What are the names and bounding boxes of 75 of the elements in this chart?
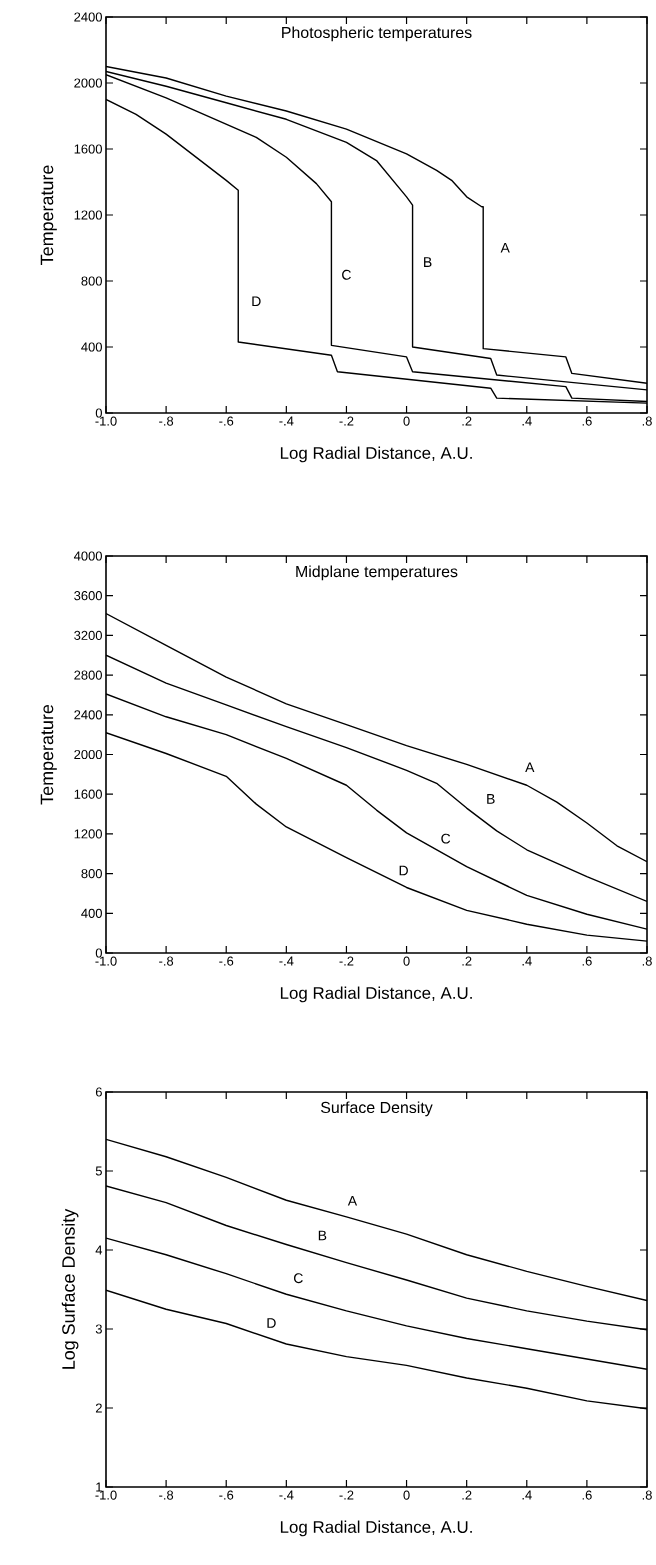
x-tick-label: .6: [582, 956, 592, 966]
y-tick-label: 0: [95, 408, 103, 418]
y-tick-label: 0: [95, 948, 103, 958]
y-axis-title: Log Surface Density: [61, 1208, 79, 1369]
series-label: B: [487, 794, 495, 804]
x-tick-label: -.6: [219, 416, 234, 426]
y-tick-label: 400: [81, 908, 103, 918]
y-tick-label: 1: [96, 1482, 102, 1492]
x-tick-label: -.6: [219, 1490, 234, 1500]
y-tick-label: 2400: [74, 710, 103, 720]
x-tick-label: .8: [642, 416, 652, 426]
x-tick-label: -.2: [339, 416, 354, 426]
series-label: C: [294, 1273, 303, 1284]
x-tick-label: -.6: [219, 956, 234, 966]
x-tick-label: .6: [582, 416, 592, 426]
x-tick-label: -.4: [279, 1490, 294, 1500]
y-tick-label: 1600: [74, 144, 103, 154]
x-tick-label: .2: [462, 956, 472, 966]
series-label: A: [500, 242, 510, 253]
x-tick-label: .2: [462, 416, 472, 426]
y-tick-label: 1200: [74, 829, 103, 839]
text: Surface Density: [321, 1101, 433, 1117]
y-tick-label: 3: [95, 1324, 103, 1334]
x-tick-label: .8: [642, 956, 652, 966]
x-tick-label: 0: [403, 1490, 410, 1500]
y-tick-label: 2400: [74, 12, 103, 22]
y-tick-label: 6: [96, 1087, 103, 1097]
x-tick-label: -.8: [159, 416, 174, 426]
x-tick-label: .4: [522, 416, 532, 426]
series-label: D: [399, 865, 409, 876]
y-tick-label: 4000: [74, 551, 103, 561]
x-axis-title: Log Radial Distance, A.U.: [281, 986, 473, 1003]
y-tick-label: 3600: [74, 591, 103, 601]
x-tick-label: .2: [462, 1490, 472, 1500]
x-tick-label: -.8: [159, 1490, 174, 1500]
y-axis-title: Temperature: [40, 704, 57, 805]
x-axis-title: Log Radial Distance, A.U.: [281, 446, 473, 463]
series-label: D: [252, 296, 261, 307]
x-tick-label: -.4: [279, 416, 294, 426]
x-tick-label: -1.0: [95, 416, 117, 426]
x-tick-label: .8: [642, 1490, 652, 1500]
y-tick-label: 5: [95, 1166, 103, 1176]
y-tick-label: 3200: [74, 630, 103, 640]
x-tick-label: .4: [522, 956, 532, 966]
y-tick-label: 2800: [74, 670, 103, 680]
series-label: B: [424, 257, 432, 267]
x-tick-label: -1.0: [95, 1490, 117, 1500]
x-tick-label: -1.0: [95, 956, 117, 966]
y-tick-label: 2000: [74, 78, 103, 88]
x-tick-label: -.8: [159, 956, 174, 966]
series-label: B: [318, 1230, 327, 1241]
x-axis-title: Log Radial Distance, A.U.: [281, 1520, 473, 1537]
series-label: A: [525, 762, 535, 773]
series-label: C: [342, 269, 352, 280]
series-label: C: [441, 833, 451, 844]
text: Midplane temperatures: [296, 565, 458, 581]
y-tick-label: 4: [95, 1245, 103, 1255]
x-tick-label: -.2: [339, 956, 354, 966]
x-tick-label: 0: [403, 416, 410, 426]
series-label: A: [347, 1196, 358, 1206]
y-tick-label: 1200: [74, 210, 103, 220]
x-tick-label: .6: [582, 1490, 592, 1500]
x-tick-label: -.4: [279, 956, 294, 966]
y-tick-label: 400: [81, 342, 103, 352]
y-axis-title: Temperature: [40, 165, 57, 265]
y-tick-label: 800: [81, 276, 103, 286]
y-tick-label: 2000: [74, 749, 103, 760]
x-tick-label: -.2: [339, 1490, 354, 1500]
y-tick-label: 2: [96, 1403, 102, 1413]
series-label: D: [267, 1318, 276, 1328]
text: Photospheric temperatures: [282, 26, 472, 42]
y-tick-label: 1600: [74, 789, 103, 799]
x-tick-label: .4: [522, 1490, 532, 1500]
x-tick-label: 0: [403, 956, 410, 966]
y-tick-label: 800: [81, 869, 103, 879]
